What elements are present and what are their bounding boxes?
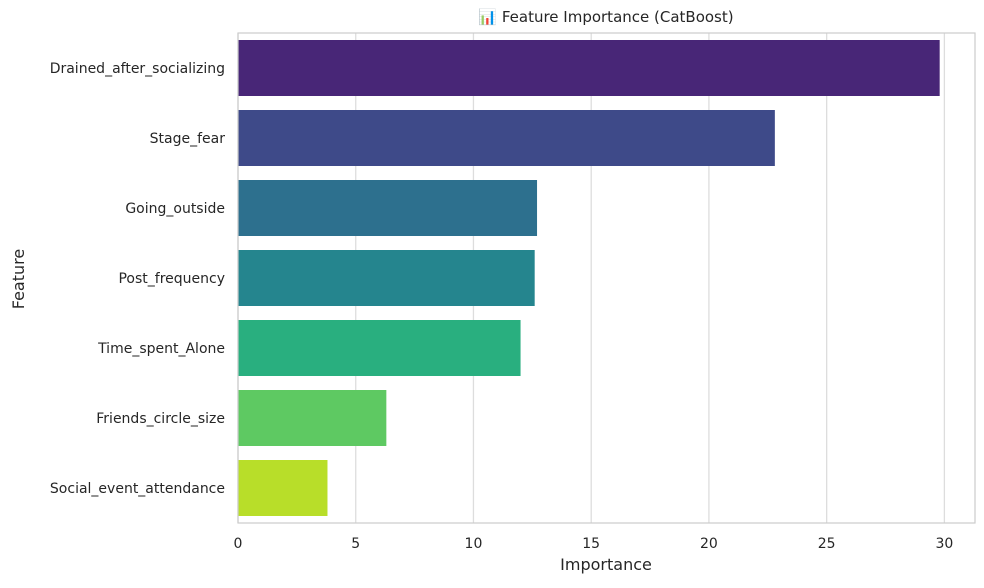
y-tick-labels: Drained_after_socializing Stage_fear Going… [50,61,226,497]
bar-drained-after-socializing [238,40,940,96]
bar-layer [238,40,940,516]
x-tick-label: 5 [351,536,360,552]
x-tick-labels: 0 5 10 15 20 25 30 [234,536,954,552]
bar-stage-fear [238,110,775,166]
x-tick-label: 20 [700,536,718,552]
x-tick-label: 10 [465,536,483,552]
bar-friends-circle-size [238,390,387,446]
bar-time-spent-alone [238,320,521,376]
x-axis-label: Importance [560,555,652,574]
y-tick-label: Time_spent_Alone [97,341,225,357]
bar-going-outside [238,180,538,236]
x-tick-label: 0 [234,536,243,552]
y-tick-label: Post_frequency [118,271,225,287]
bar-social-event-attendance [238,460,328,516]
y-tick-label: Stage_fear [150,131,226,147]
x-tick-label: 15 [582,536,600,552]
y-tick-label: Friends_circle_size [96,411,225,427]
y-tick-label: Going_outside [125,201,225,217]
x-tick-label: 25 [818,536,836,552]
bar-post-frequency [238,250,535,306]
x-tick-label: 30 [935,536,953,552]
plot-frame [237,32,976,524]
y-axis-label: Feature [9,249,28,309]
y-tick-label: Drained_after_socializing [50,61,225,77]
chart-title: 📊 Feature Importance (CatBoost) [478,8,733,26]
y-tick-label: Social_event_attendance [50,481,225,497]
